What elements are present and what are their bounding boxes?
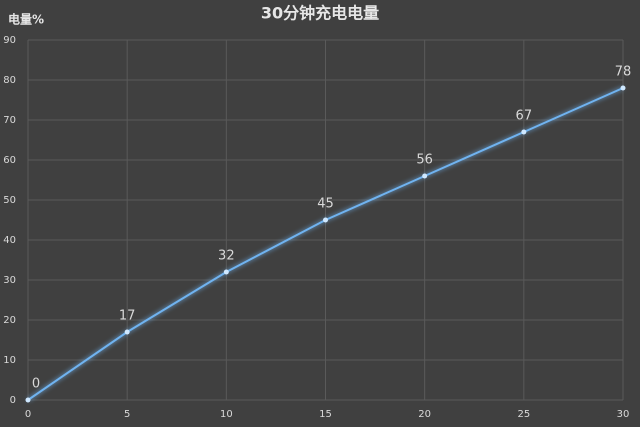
- y-tick-label: 80: [3, 75, 16, 86]
- data-label: 17: [119, 309, 136, 324]
- data-point: [620, 85, 626, 91]
- data-point: [25, 397, 31, 403]
- data-point: [323, 217, 328, 223]
- y-tick-label: 10: [3, 355, 16, 366]
- y-tick-label: 0: [10, 395, 16, 406]
- data-point: [124, 329, 130, 335]
- data-point: [223, 269, 229, 275]
- x-tick-label: 20: [418, 409, 431, 420]
- y-tick-label: 30: [3, 275, 16, 286]
- x-tick-label: 10: [220, 409, 233, 420]
- chart-title: 30分钟充电电量: [261, 4, 379, 23]
- y-tick-label: 70: [3, 115, 16, 126]
- y-axis-label: 电量%: [8, 12, 44, 27]
- x-tick-label: 30: [617, 409, 630, 420]
- x-tick-label: 5: [124, 409, 130, 420]
- x-tick-label: 15: [319, 409, 332, 420]
- data-label: 32: [218, 249, 235, 264]
- data-point: [521, 129, 527, 135]
- data-label: 0: [32, 377, 40, 392]
- data-label: 78: [615, 65, 632, 80]
- y-tick-label: 90: [3, 35, 16, 46]
- data-label: 45: [317, 197, 334, 212]
- y-tick-label: 40: [3, 235, 16, 246]
- data-label: 56: [416, 153, 433, 168]
- x-tick-label: 25: [517, 409, 530, 420]
- y-tick-label: 60: [3, 155, 16, 166]
- y-tick-label: 50: [3, 195, 16, 206]
- x-tick-label: 0: [25, 409, 31, 420]
- y-tick-label: 20: [3, 315, 16, 326]
- data-point: [422, 173, 428, 179]
- data-label: 67: [516, 109, 533, 124]
